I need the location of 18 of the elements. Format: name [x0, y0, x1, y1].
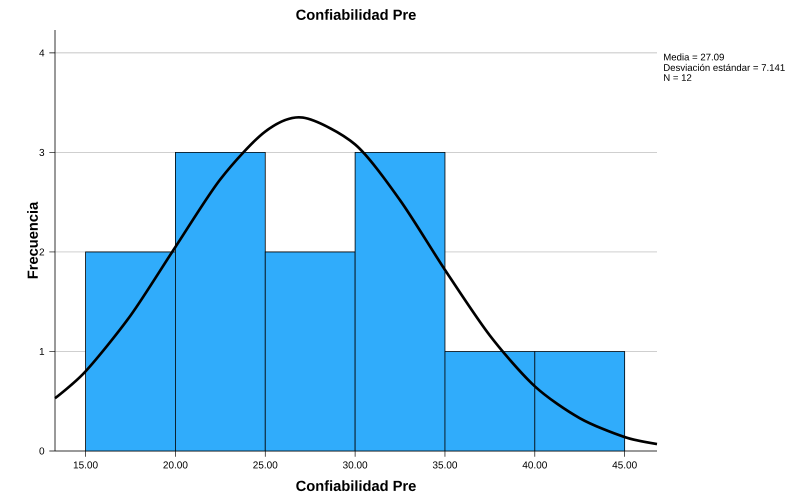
x-tick-label: 15.00	[74, 461, 98, 468]
y-tick-label: 0	[39, 447, 44, 455]
x-tick-label: 30.00	[342, 461, 368, 468]
x-tick-label: 45.00	[612, 461, 637, 468]
x-tick-label: 20.00	[163, 461, 188, 468]
y-axis-title: Frecuencia	[27, 202, 38, 278]
x-tick-label: 35.00	[432, 461, 458, 468]
x-tick-label: 25.00	[253, 461, 278, 468]
y-tick-label: 3	[39, 148, 44, 156]
y-tick-label: 1	[40, 348, 44, 355]
x-axis-title: Confiabilidad Pre	[296, 480, 416, 492]
text: Media = 27.09	[664, 53, 724, 60]
y-tick-label: 2	[40, 248, 44, 256]
y-tick-label: 4	[39, 49, 44, 56]
text: N = 12	[664, 74, 692, 81]
x-tick-label: 40.00	[522, 461, 547, 468]
chart-title: Confiabilidad Pre	[296, 9, 416, 20]
text: Desviación estándar = 7.141	[664, 64, 785, 71]
